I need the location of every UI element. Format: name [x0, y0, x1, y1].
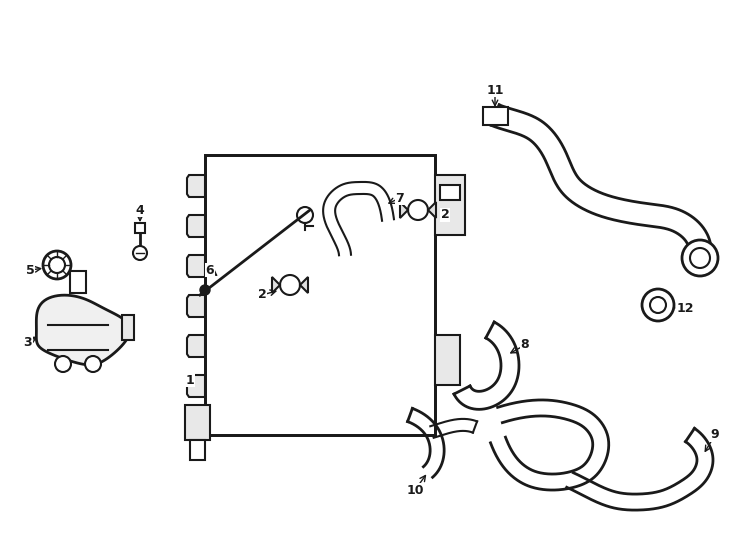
Circle shape: [133, 246, 147, 260]
Bar: [205, 155, 435, 435]
Text: 5: 5: [26, 264, 34, 276]
Text: 2: 2: [258, 288, 266, 301]
Bar: [435, 175, 465, 235]
Circle shape: [85, 356, 101, 372]
Bar: [70, 271, 86, 293]
Text: 7: 7: [396, 192, 404, 205]
Bar: [205, 155, 435, 435]
Polygon shape: [272, 277, 280, 293]
Circle shape: [200, 285, 210, 295]
Bar: [435, 335, 460, 385]
Bar: [122, 315, 134, 340]
Circle shape: [642, 289, 674, 321]
Bar: [190, 440, 205, 460]
Text: 4: 4: [136, 204, 145, 217]
Polygon shape: [187, 215, 205, 237]
Circle shape: [55, 356, 71, 372]
Bar: [483, 107, 508, 125]
Polygon shape: [187, 335, 205, 357]
Polygon shape: [187, 415, 205, 437]
Text: 2: 2: [440, 208, 449, 221]
Circle shape: [280, 275, 300, 295]
Text: 10: 10: [406, 483, 424, 496]
Text: 12: 12: [676, 301, 694, 314]
Polygon shape: [37, 295, 130, 365]
Polygon shape: [187, 375, 205, 397]
Bar: [135, 223, 145, 233]
Bar: [440, 185, 460, 200]
Circle shape: [682, 240, 718, 276]
Polygon shape: [187, 175, 205, 197]
Polygon shape: [187, 255, 205, 277]
Polygon shape: [428, 202, 436, 218]
Polygon shape: [400, 202, 408, 218]
Polygon shape: [187, 295, 205, 317]
Text: 11: 11: [486, 84, 504, 97]
Polygon shape: [300, 277, 308, 293]
Text: 8: 8: [520, 339, 529, 352]
Circle shape: [408, 200, 428, 220]
Text: 3: 3: [23, 335, 32, 348]
Bar: [185, 405, 210, 440]
Circle shape: [43, 251, 71, 279]
Text: 9: 9: [711, 429, 719, 442]
Text: 6: 6: [206, 264, 214, 276]
Text: 1: 1: [186, 374, 195, 387]
